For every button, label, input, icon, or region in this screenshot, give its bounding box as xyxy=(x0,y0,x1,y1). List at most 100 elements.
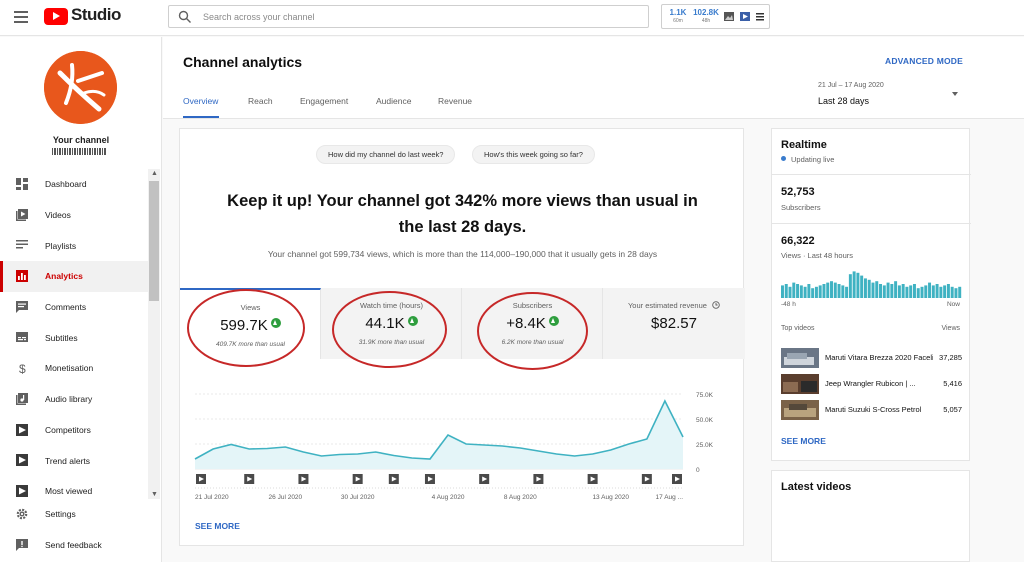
play-icon[interactable] xyxy=(740,11,750,22)
tab-audience[interactable]: Audience xyxy=(376,96,412,106)
sidebar-item-comments[interactable]: Comments xyxy=(0,292,148,323)
video-marker-play-icon[interactable] xyxy=(672,474,682,484)
video-marker-play-icon[interactable] xyxy=(244,474,255,484)
sidebar-item-analytics[interactable]: Analytics xyxy=(0,261,148,292)
sidebar-item-monetisation[interactable]: $ Monetisation xyxy=(0,353,148,384)
realtime-views-48h: 102.8K 48h xyxy=(693,8,719,24)
video-marker-play-icon[interactable] xyxy=(352,474,363,484)
app-name[interactable]: Studio xyxy=(71,5,121,24)
sidebar-scrollbar[interactable]: ▲ ▼ xyxy=(148,169,160,499)
advanced-mode-button[interactable]: ADVANCED MODE xyxy=(885,56,964,66)
x-tick-label: 21 Jul 2020 xyxy=(195,494,229,501)
realtime-subscribers-value: 52,753 xyxy=(781,186,815,198)
realtime-axis-start: -48 h xyxy=(781,301,796,308)
x-tick-label: 4 Aug 2020 xyxy=(432,494,465,501)
sidebar-item-trend-alerts[interactable]: Trend alerts xyxy=(0,445,148,476)
sidebar-item-competitors[interactable]: Competitors xyxy=(0,415,148,446)
video-marker-play-icon[interactable] xyxy=(298,474,309,484)
this-week-chip[interactable]: How's this week going so far? xyxy=(472,145,595,164)
sidebar-item-audio-library[interactable]: Audio library xyxy=(0,384,148,415)
sidebar-item-videos[interactable]: Videos xyxy=(0,200,148,231)
tab-reach[interactable]: Reach xyxy=(248,96,273,106)
tab-revenue[interactable]: Revenue xyxy=(438,96,473,106)
list-icon[interactable] xyxy=(755,11,765,22)
realtime-bar xyxy=(946,284,950,298)
date-range-label[interactable]: Last 28 days xyxy=(818,96,870,106)
tab-overview[interactable]: Overview xyxy=(183,96,219,106)
realtime-bar xyxy=(897,285,901,298)
video-thumbnail xyxy=(781,374,819,394)
views-chart[interactable]: 0 25.0K 50.0K 75.0K 21 Jul 2020 26 Jul 2020 30… xyxy=(180,374,745,514)
audio-library-icon xyxy=(16,392,28,405)
metric-views[interactable]: Views 599.7K 409.7K more than usual xyxy=(180,288,321,359)
realtime-bar xyxy=(833,282,837,298)
sidebar-item-label: Monetisation xyxy=(45,363,94,374)
realtime-bar xyxy=(886,282,890,298)
top-video-row[interactable]: Maruti Vitara Brezza 2020 Facelift 37,28… xyxy=(781,348,962,368)
channel-label[interactable]: Your channel xyxy=(52,135,110,145)
realtime-bar xyxy=(928,282,932,298)
vidiq-extension[interactable]: 1.1K 60m 102.8K 48h xyxy=(661,4,770,29)
dollar-icon: $ xyxy=(19,362,26,374)
date-range[interactable]: 21 Jul – 17 Aug 2020 xyxy=(818,82,884,89)
chevron-down-icon[interactable] xyxy=(952,92,958,96)
chart-point xyxy=(194,458,196,460)
realtime-views-value: 66,322 xyxy=(781,235,815,247)
video-marker-play-icon[interactable] xyxy=(196,474,206,484)
see-more-button[interactable]: SEE MORE xyxy=(195,521,240,531)
chart-point xyxy=(591,453,593,455)
image-icon[interactable] xyxy=(724,11,734,22)
chart-point xyxy=(266,447,268,449)
y-tick-label: 75.0K xyxy=(696,392,714,399)
video-marker-play-icon[interactable] xyxy=(388,474,399,484)
realtime-bar xyxy=(818,285,822,298)
sidebar-nav: Dashboard Videos Playlists Analytics Com… xyxy=(0,169,148,507)
top-video-row[interactable]: Maruti Suzuki S-Cross Petrol 5,057 xyxy=(781,400,962,420)
sidebar-item-label: Most viewed xyxy=(45,486,93,497)
video-marker-play-icon[interactable] xyxy=(587,474,598,484)
metric-watch-time[interactable]: Watch time (hours) 44.1K 31.9K more than… xyxy=(321,288,462,359)
video-thumbnail xyxy=(781,348,819,368)
search-input[interactable] xyxy=(203,8,633,25)
menu-icon[interactable] xyxy=(14,11,28,23)
realtime-subscribers-label: Subscribers xyxy=(781,203,821,212)
channel-avatar[interactable] xyxy=(44,51,117,124)
tab-engagement[interactable]: Engagement xyxy=(300,96,349,106)
sidebar-item-playlists[interactable]: Playlists xyxy=(0,230,148,261)
sidebar-item-most-viewed[interactable]: Most viewed xyxy=(0,476,148,507)
realtime-bar xyxy=(830,281,833,298)
realtime-bar xyxy=(837,284,841,298)
realtime-views-label: Views · Last 48 hours xyxy=(781,251,853,260)
sidebar-item-settings[interactable]: Settings xyxy=(0,499,148,530)
video-marker-play-icon[interactable] xyxy=(641,474,652,484)
last-week-chip[interactable]: How did my channel do last week? xyxy=(316,145,456,164)
realtime-bar xyxy=(879,284,883,298)
realtime-bar xyxy=(890,284,894,298)
realtime-bar xyxy=(814,286,818,298)
trend-up-icon xyxy=(548,316,559,326)
video-marker-play-icon[interactable] xyxy=(479,474,490,484)
sidebar-item-send-feedback[interactable]: Send feedback xyxy=(0,530,148,561)
scroll-down-icon[interactable]: ▼ xyxy=(151,491,158,498)
search-box[interactable] xyxy=(168,5,649,28)
metric-label: Watch time (hours) xyxy=(359,301,424,310)
scroll-up-icon[interactable]: ▲ xyxy=(151,170,158,177)
metric-revenue[interactable]: Your estimated revenue $82.57 xyxy=(603,288,745,359)
realtime-views-bars[interactable] xyxy=(781,270,962,298)
video-marker-play-icon[interactable] xyxy=(533,474,544,484)
top-video-row[interactable]: Jeep Wrangler Rubicon | ... 5,416 xyxy=(781,374,962,394)
video-marker-play-icon[interactable] xyxy=(424,474,435,484)
realtime-see-more-button[interactable]: SEE MORE xyxy=(781,436,826,446)
divider xyxy=(772,223,971,224)
divider xyxy=(772,174,971,175)
scrollbar-thumb[interactable] xyxy=(149,181,159,301)
realtime-bar xyxy=(867,279,871,298)
metric-subscribers[interactable]: Subscribers +8.4K 6.2K more than usual xyxy=(462,288,603,359)
sidebar-item-dashboard[interactable]: Dashboard xyxy=(0,169,148,200)
sidebar-item-label: Playlists xyxy=(45,240,77,251)
realtime-bar xyxy=(848,274,852,298)
sidebar-item-label: Subtitles xyxy=(45,332,78,343)
sidebar-item-subtitles[interactable]: Subtitles xyxy=(0,322,148,353)
chart-point xyxy=(302,451,304,453)
youtube-logo-icon[interactable] xyxy=(44,8,68,25)
